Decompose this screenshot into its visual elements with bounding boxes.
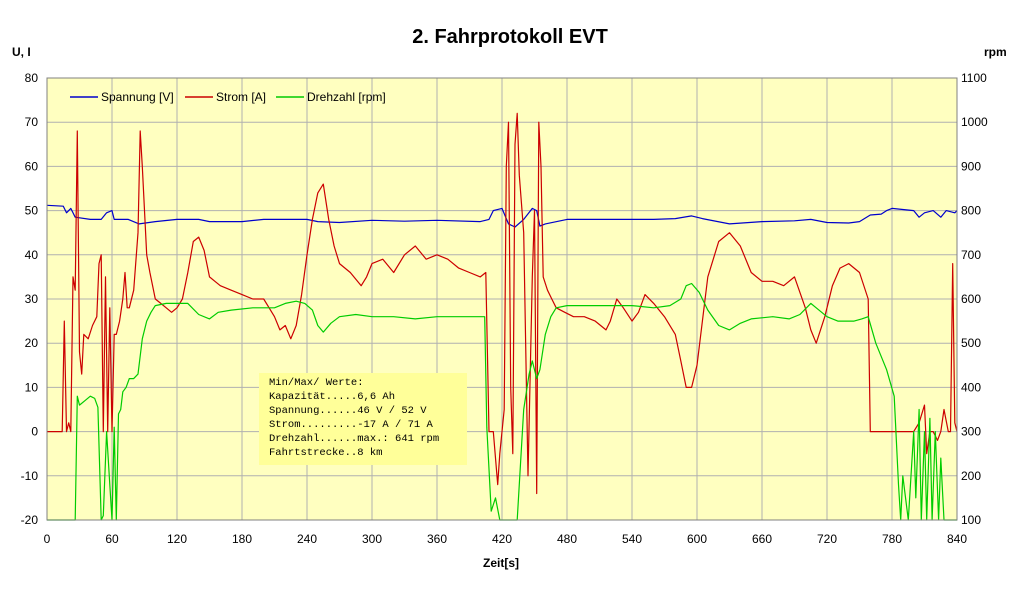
x-tick-label: 480: [557, 532, 577, 546]
y-right-tick-label: 700: [961, 248, 981, 262]
chart-title: 2. Fahrprotokoll EVT: [412, 26, 608, 48]
y-left-tick-label: -10: [21, 469, 39, 483]
y-right-tick-label: 100: [961, 513, 981, 527]
y-left-tick-label: 50: [25, 204, 39, 218]
legend-label: Drehzahl [rpm]: [307, 90, 386, 104]
legend-label: Strom [A]: [216, 90, 266, 104]
series-line-2: [47, 112, 958, 495]
y-left-tick-label: -20: [21, 513, 39, 527]
x-tick-label: 0: [44, 532, 51, 546]
x-tick-label: 540: [622, 532, 642, 546]
legend-label: Spannung [V]: [101, 90, 174, 104]
y-left-tick-label: 80: [25, 71, 39, 85]
x-tick-label: 600: [687, 532, 707, 546]
x-tick-label: 300: [362, 532, 382, 546]
y-left-tick-label: 60: [25, 159, 39, 173]
y-left-tick-label: 40: [25, 248, 39, 262]
y-axis-right-label: rpm: [984, 45, 1007, 59]
y-right-tick-label: 200: [961, 469, 981, 483]
x-tick-label: 240: [297, 532, 317, 546]
x-tick-label: 780: [882, 532, 902, 546]
info-line: Strom.........-17 A / 71 A: [269, 419, 433, 431]
y-right-tick-label: 500: [961, 336, 981, 350]
x-tick-label: 720: [817, 532, 837, 546]
x-axis-label: Zeit[s]: [483, 556, 519, 570]
x-tick-label: 180: [232, 532, 252, 546]
y-left-tick-label: 0: [31, 425, 38, 439]
y-right-tick-label: 300: [961, 425, 981, 439]
x-tick-label: 360: [427, 532, 447, 546]
y-right-tick-label: 400: [961, 380, 981, 394]
x-tick-label: 420: [492, 532, 512, 546]
info-line: Drehzahl......max.: 641 rpm: [269, 433, 440, 445]
info-box: Min/Max/ Werte: Kapazität.....6,6 Ah Spann…: [259, 373, 467, 465]
y-left-tick-label: 20: [25, 336, 39, 350]
y-right-tick-label: 1100: [961, 71, 987, 85]
y-left-tick-label: 30: [25, 292, 39, 306]
info-line: Spannung......46 V / 52 V: [269, 405, 427, 417]
y-right-tick-label: 1000: [961, 115, 988, 129]
x-tick-label: 840: [947, 532, 967, 546]
y-right-tick-label: 600: [961, 292, 981, 306]
y-right-tick-label: 900: [961, 159, 981, 173]
info-line: Kapazität.....6,6 Ah: [269, 391, 396, 403]
plot-border: [46, 77, 958, 521]
y-axis-left-label: U, I: [12, 45, 31, 59]
info-line: Fahrtstrecke..8 km: [269, 447, 383, 459]
y-right-tick-label: 800: [961, 204, 981, 218]
x-tick-label: 660: [752, 532, 772, 546]
y-left-tick-label: 70: [25, 115, 39, 129]
x-tick-label: 120: [167, 532, 187, 546]
x-tick-label: 60: [105, 532, 119, 546]
y-left-tick-label: 10: [25, 380, 39, 394]
info-line: Min/Max/ Werte:: [269, 377, 364, 389]
series-line-1: [46, 204, 958, 228]
